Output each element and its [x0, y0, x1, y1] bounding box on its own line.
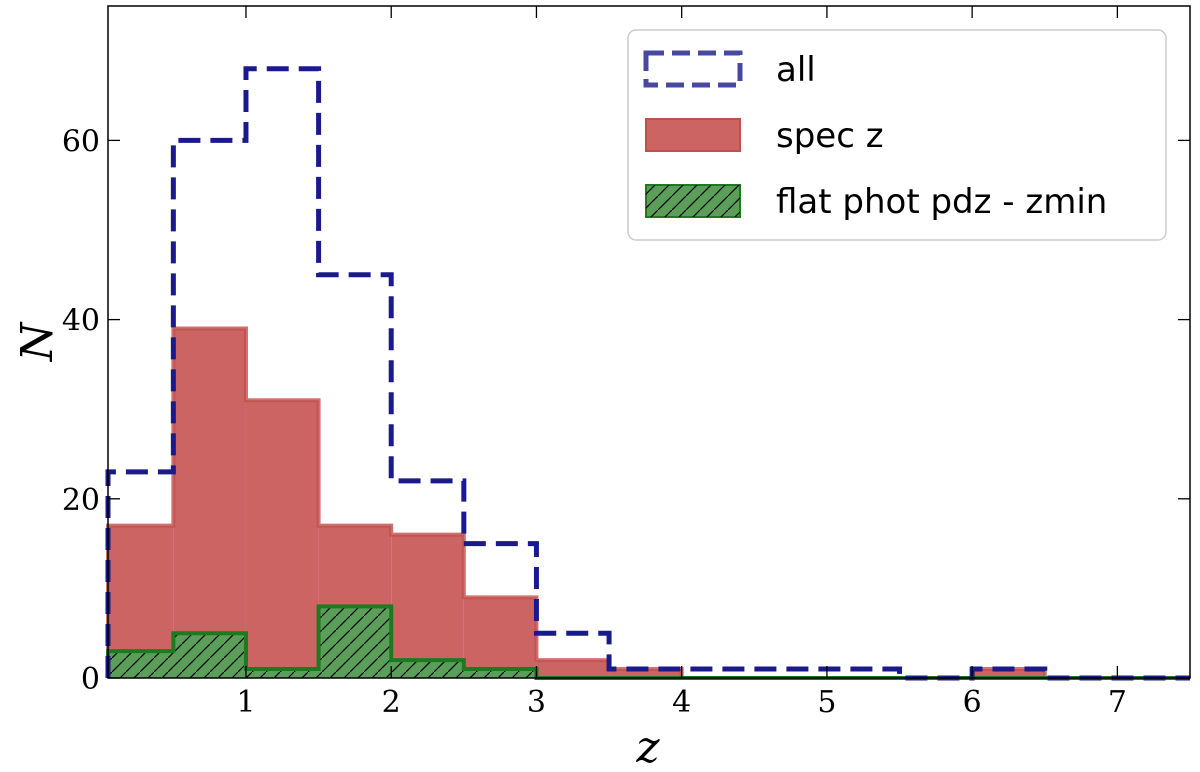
legend-swatch-flat-hatch — [646, 185, 740, 217]
legend-label: all — [776, 50, 816, 90]
flat-phot-hatch — [173, 633, 246, 678]
legend-label: spec z — [776, 116, 884, 156]
x-tick-label: 7 — [1108, 685, 1127, 720]
legend-box — [627, 29, 1167, 241]
spec-z-bar — [536, 660, 610, 678]
legend-label: flat phot pdz - zmin — [776, 182, 1107, 222]
y-tick-label: 20 — [62, 483, 100, 518]
x-tick-label: 6 — [963, 685, 982, 720]
y-tick-label: 40 — [62, 304, 100, 339]
y-tick-label: 0 — [81, 662, 100, 697]
flat-phot-hatch — [391, 660, 464, 678]
flat-phot-hatch — [463, 669, 537, 678]
spec-z-bar — [609, 669, 682, 678]
y-tick-label: 60 — [62, 124, 100, 159]
legend-swatch-all — [643, 50, 743, 88]
x-tick-label: 1 — [236, 685, 255, 720]
axes-layer: 1 2 3 4 5 6 7 0 20 40 60 — [62, 5, 1191, 720]
x-axis-label: z — [635, 722, 660, 772]
flat-phot-hatch — [318, 606, 392, 678]
x-tick-label: 2 — [382, 685, 401, 720]
spec-z-bar — [245, 400, 319, 678]
x-tick-label: 3 — [527, 685, 546, 720]
flat-phot-hatch — [245, 669, 319, 678]
spec-z-bar — [463, 597, 537, 678]
spec-z-bar — [972, 669, 1045, 678]
plot-frame — [107, 5, 1191, 679]
y-axis-label: N — [12, 321, 63, 362]
x-tick-label: 4 — [672, 685, 691, 720]
legend-swatch-spec — [645, 118, 741, 152]
spec-z-bar — [173, 328, 246, 678]
x-tick-label: 5 — [817, 685, 836, 720]
flat-phot-hatch — [108, 651, 174, 678]
legend: all spec z flat phot pdz - zmin — [627, 29, 1167, 241]
spec-z-bar — [391, 534, 464, 678]
